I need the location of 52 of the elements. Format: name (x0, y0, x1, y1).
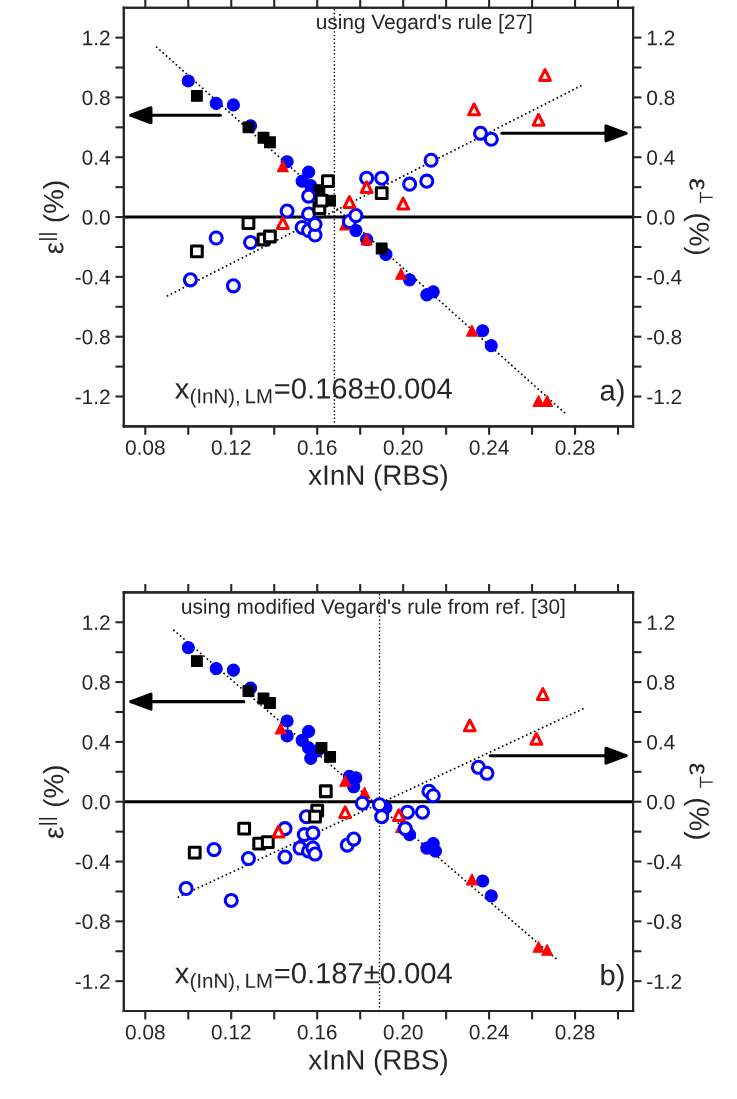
y-tick-label: 0.0 (82, 794, 110, 810)
y-tick-label: -0.4 (75, 269, 111, 285)
y2-tick-label: -1.2 (647, 389, 682, 405)
y-tick-label: 0.8 (82, 90, 110, 106)
x-tick-label: 0.24 (469, 440, 509, 455)
x-tick-label: 0.12 (211, 440, 251, 455)
y2-tick-label: 0.4 (647, 734, 675, 750)
y2-tick-label: -0.4 (647, 854, 682, 870)
y-tick-label: 0.4 (82, 150, 111, 165)
y2-tick-label: -0.8 (647, 914, 682, 930)
y-axis-title: ε$^{||}$ (%) (38, 181, 70, 254)
x-tick-label: 0.16 (297, 1024, 337, 1040)
y-tick-label: 0.8 (82, 675, 110, 690)
y-axis-title: ε$^{||}$ (%) (38, 766, 70, 838)
y2-tick-label: -0.8 (647, 329, 682, 345)
y2-tick-label: 0.4 (647, 150, 675, 165)
y-tick-label: -1.2 (75, 389, 110, 405)
y2-tick-label: 0.0 (647, 210, 675, 225)
x-tick-label: 0.16 (297, 440, 337, 455)
annotation: a) (600, 379, 624, 407)
x-tick-label: 0.20 (383, 1024, 423, 1040)
x-tick-label: 0.08 (125, 440, 165, 455)
y-tick-label: 1.2 (83, 615, 110, 630)
x-tick-label: 0.20 (383, 440, 423, 455)
y-tick-label: -0.4 (75, 854, 111, 870)
y2-tick-label: -1.2 (647, 974, 682, 989)
annotation: x$_{(InN),LM}$=0.168±0.004 (175, 378, 452, 408)
y2-axis-title: ε$^{⊥}$ (%) (683, 179, 713, 255)
y-tick-label: 0.4 (82, 734, 111, 750)
y-tick-label: 1.2 (83, 30, 110, 46)
x-axis-title: xInN (RBS) (308, 464, 447, 491)
x-tick-label: 0.24 (469, 1024, 509, 1040)
y2-axis-title: ε$^{⊥}$ (%) (683, 763, 713, 839)
x-tick-label: 0.28 (555, 1024, 595, 1040)
y2-tick-label: -0.4 (647, 269, 682, 285)
annotation: x$_{(InN),LM}$=0.187±0.004 (175, 962, 452, 993)
y-tick-label: -1.2 (75, 974, 110, 989)
chart-title: using Vegard's rule [27] (317, 13, 532, 34)
x-tick-label: 0.12 (211, 1024, 251, 1040)
y-tick-label: -0.8 (75, 329, 110, 345)
y-tick-label: -0.8 (75, 914, 110, 930)
x-tick-label: 0.08 (125, 1024, 165, 1040)
annotation: b) (601, 963, 624, 992)
y2-tick-label: 1.2 (647, 30, 675, 46)
chart-title: using modified Vegard's rule from ref. [30] (182, 598, 565, 619)
y2-tick-label: 0.8 (647, 90, 675, 106)
y2-tick-label: 1.2 (647, 615, 675, 630)
y-tick-label: 0.0 (82, 210, 110, 225)
x-tick-label: 0.28 (555, 440, 595, 455)
y2-tick-label: 0.8 (647, 675, 675, 690)
y2-tick-label: 0.0 (647, 794, 675, 810)
x-axis-title: xInN (RBS) (308, 1049, 447, 1076)
